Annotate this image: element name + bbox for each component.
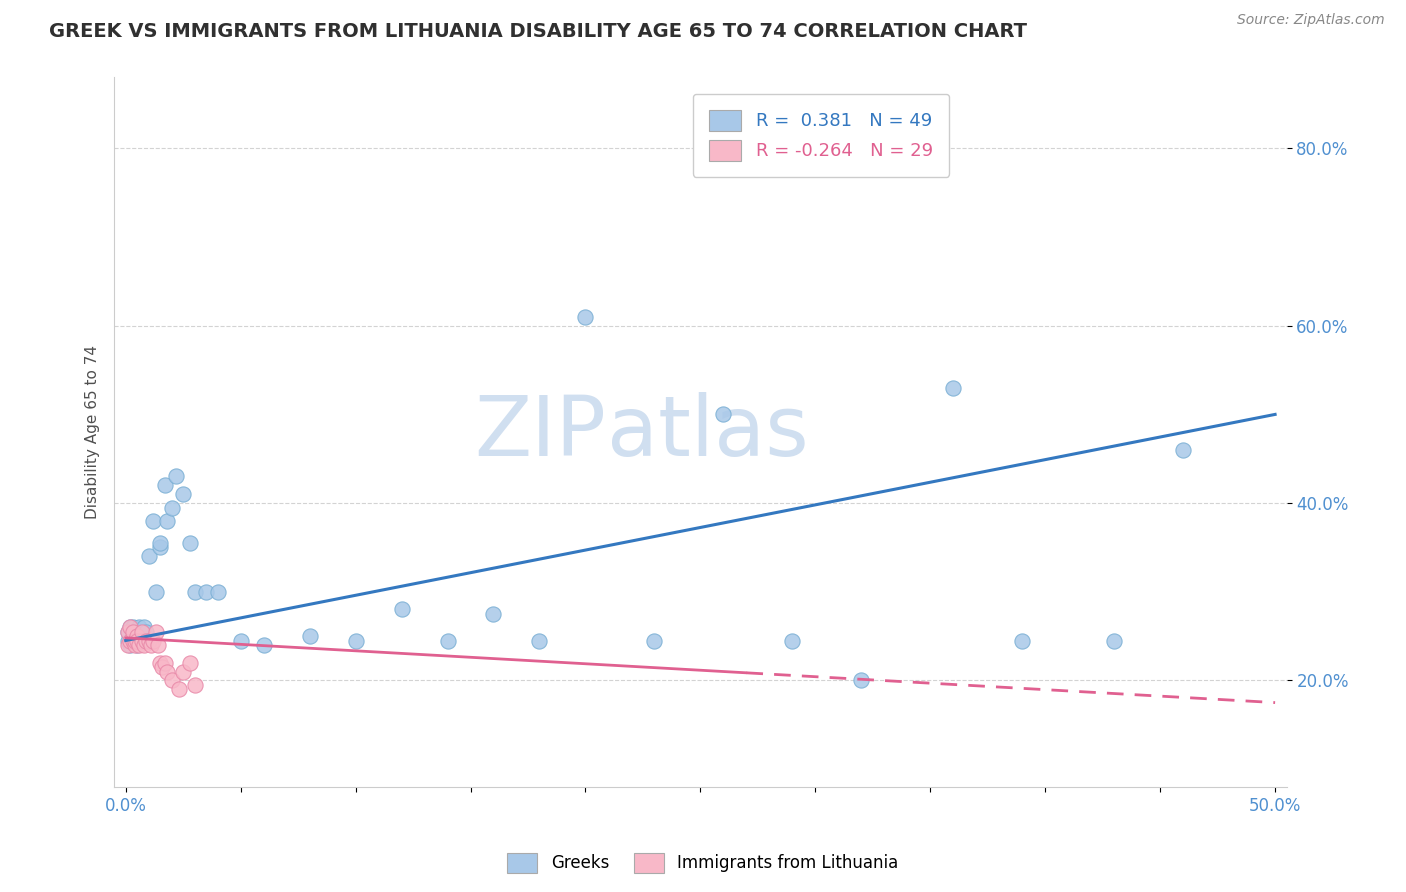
Point bbox=[135, 633, 157, 648]
Point bbox=[132, 633, 155, 648]
Point bbox=[229, 633, 252, 648]
Point bbox=[121, 629, 143, 643]
Point bbox=[152, 660, 174, 674]
Point bbox=[179, 656, 201, 670]
Y-axis label: Disability Age 65 to 74: Disability Age 65 to 74 bbox=[86, 345, 100, 519]
Point bbox=[120, 638, 142, 652]
Point bbox=[391, 602, 413, 616]
Point bbox=[160, 673, 183, 688]
Point bbox=[1173, 442, 1195, 457]
Point bbox=[149, 656, 172, 670]
Point bbox=[124, 624, 146, 639]
Point bbox=[131, 624, 153, 639]
Point bbox=[207, 584, 229, 599]
Point bbox=[117, 624, 139, 639]
Point bbox=[145, 624, 167, 639]
Text: GREEK VS IMMIGRANTS FROM LITHUANIA DISABILITY AGE 65 TO 74 CORRELATION CHART: GREEK VS IMMIGRANTS FROM LITHUANIA DISAB… bbox=[49, 22, 1028, 41]
Point bbox=[124, 633, 146, 648]
Point bbox=[131, 629, 153, 643]
Legend: R =  0.381   N = 49, R = -0.264   N = 29: R = 0.381 N = 49, R = -0.264 N = 29 bbox=[693, 94, 949, 177]
Point bbox=[436, 633, 458, 648]
Point bbox=[145, 584, 167, 599]
Point bbox=[138, 633, 160, 648]
Point bbox=[117, 624, 139, 639]
Legend: Greeks, Immigrants from Lithuania: Greeks, Immigrants from Lithuania bbox=[501, 847, 905, 880]
Point bbox=[121, 633, 143, 648]
Point bbox=[121, 633, 143, 648]
Point bbox=[183, 584, 205, 599]
Point bbox=[156, 665, 179, 679]
Point bbox=[851, 673, 873, 688]
Point bbox=[121, 620, 143, 634]
Point bbox=[138, 633, 160, 648]
Point bbox=[127, 633, 149, 648]
Point bbox=[127, 629, 149, 643]
Point bbox=[482, 607, 505, 621]
Point bbox=[195, 584, 218, 599]
Point bbox=[172, 487, 194, 501]
Point bbox=[942, 381, 965, 395]
Point bbox=[132, 620, 155, 634]
Point bbox=[153, 656, 176, 670]
Point bbox=[131, 633, 153, 648]
Point bbox=[127, 624, 149, 639]
Point bbox=[172, 665, 194, 679]
Point bbox=[120, 620, 142, 634]
Point bbox=[252, 638, 274, 652]
Point bbox=[128, 620, 150, 634]
Point bbox=[124, 633, 146, 648]
Point bbox=[711, 408, 734, 422]
Point bbox=[135, 624, 157, 639]
Text: atlas: atlas bbox=[606, 392, 808, 473]
Point bbox=[139, 638, 162, 652]
Point bbox=[120, 620, 142, 634]
Point bbox=[117, 638, 139, 652]
Point bbox=[132, 638, 155, 652]
Point bbox=[117, 633, 139, 648]
Point bbox=[1011, 633, 1033, 648]
Point bbox=[128, 633, 150, 648]
Point bbox=[138, 549, 160, 564]
Point bbox=[344, 633, 367, 648]
Point bbox=[146, 638, 169, 652]
Point bbox=[121, 624, 143, 639]
Point bbox=[167, 682, 190, 697]
Point bbox=[529, 633, 551, 648]
Text: Source: ZipAtlas.com: Source: ZipAtlas.com bbox=[1237, 13, 1385, 28]
Point bbox=[165, 469, 187, 483]
Point bbox=[179, 536, 201, 550]
Point bbox=[156, 514, 179, 528]
Point bbox=[298, 629, 321, 643]
Point bbox=[142, 514, 165, 528]
Text: ZIP: ZIP bbox=[475, 392, 606, 473]
Point bbox=[127, 638, 149, 652]
Point bbox=[643, 633, 665, 648]
Point bbox=[128, 638, 150, 652]
Point bbox=[574, 310, 596, 324]
Point bbox=[142, 633, 165, 648]
Point bbox=[1102, 633, 1125, 648]
Point bbox=[160, 500, 183, 515]
Point bbox=[124, 638, 146, 652]
Point bbox=[183, 678, 205, 692]
Point bbox=[149, 541, 172, 555]
Point bbox=[782, 633, 804, 648]
Point bbox=[153, 478, 176, 492]
Point bbox=[120, 633, 142, 648]
Point bbox=[149, 536, 172, 550]
